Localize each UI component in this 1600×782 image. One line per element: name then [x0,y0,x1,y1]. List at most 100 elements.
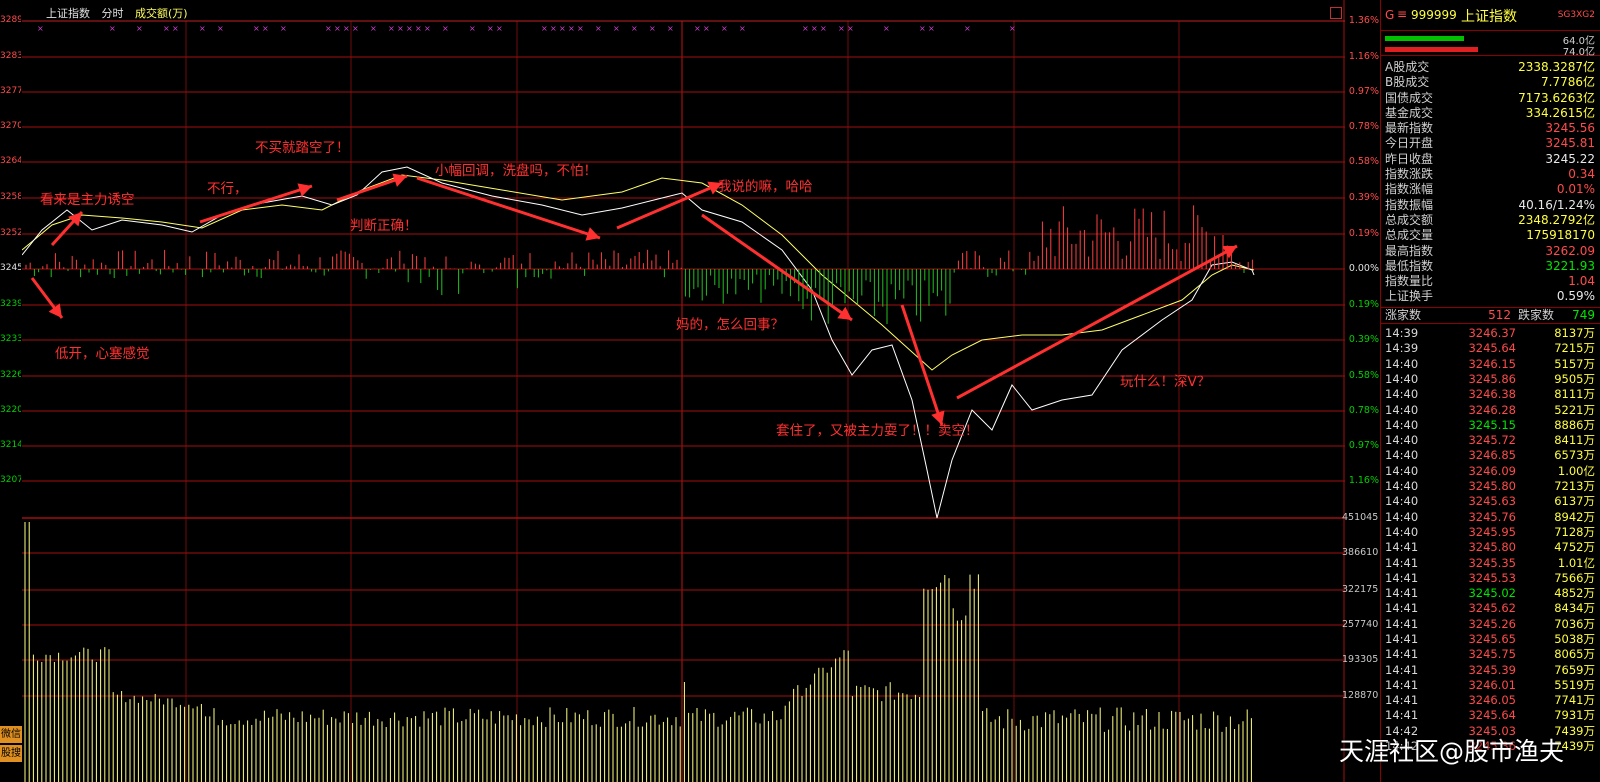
signal-marker: × [649,24,656,33]
signal-marker: × [406,24,413,33]
tick-list[interactable]: 14:39 3246.37 8137万 14:39 3245.64 7215万 14:40 3… [1381,324,1600,754]
tick-row: 14:41 3246.05 7741万 [1381,693,1600,708]
annotation-pullback: 小幅回调，洗盘吗，不怕！ [435,163,597,179]
menu-icon[interactable]: ≡ [1397,7,1408,21]
signal-marker: × [550,24,557,33]
tick-row: 14:40 3245.63 6137万 [1381,494,1600,509]
tick-row: 14:41 3245.02 4852万 [1381,586,1600,601]
annotation-arrowhead [297,183,312,197]
tick-time: 14:41 [1385,708,1419,723]
annotation-arrow [616,181,723,230]
stat-row: 最高指数 3262.09 [1381,244,1600,259]
tick-price: 3245.53 [1468,570,1516,585]
annotation-arrow [199,184,313,224]
annotation-deep-v: 玩什么！深V？ [1120,374,1211,390]
tick-price: 3246.01 [1468,677,1516,692]
tick-time: 14:40 [1385,433,1419,448]
signal-marker: × [577,24,584,33]
tick-volume: 4752万 [1554,540,1595,555]
tick-price: 3245.02 [1468,586,1516,601]
tick-price: 3245.86 [1468,371,1516,386]
signal-marker: × [739,24,746,33]
price-axis-label: 3220 [0,405,21,415]
tick-time: 14:41 [1385,555,1419,570]
stat-label: 最新指数 [1385,121,1434,136]
stat-row: 指数涨跌 0.34 [1381,167,1600,182]
volume-axis-label: 193305 [1342,654,1379,665]
pct-axis-label: 0.97% [1348,86,1379,97]
tick-price: 3246.37 [1468,326,1516,341]
wechat-button[interactable]: 微信 [0,726,22,743]
signal-marker: × [370,24,377,33]
tick-row: 14:40 3245.15 8886万 [1381,418,1600,433]
tick-row: 14:41 3245.64 7931万 [1381,708,1600,723]
price-axis-label: 3245 [0,263,21,273]
tick-time: 14:39 [1385,326,1419,341]
volume-label[interactable]: 成交额(万) [135,7,188,20]
stat-label: 最低指数 [1385,258,1434,273]
pct-axis-label: 0.39% [1348,192,1379,203]
tick-time: 14:40 [1385,524,1419,539]
tick-time: 14:41 [1385,662,1419,677]
tick-volume: 6137万 [1554,494,1595,509]
tick-volume: 8942万 [1554,509,1595,524]
intraday-chart[interactable]: × × × × × × × × × × × × × × × × × × × × × × × × × × × × × × × × × × × × × × × ×… [22,0,1345,782]
tick-row: 14:41 3245.26 7036万 [1381,617,1600,632]
signal-marker: × [334,24,341,33]
tick-time: 14:40 [1385,417,1419,432]
mode-label[interactable]: 分时 [101,7,124,20]
stat-label: 今日开盘 [1385,136,1434,151]
tick-price: 3245.80 [1468,479,1516,494]
signal-marker: × [136,24,143,33]
tick-price: 3245.63 [1468,494,1516,509]
stat-value: 3245.81 [1545,136,1595,151]
stat-label: 总成交量 [1385,228,1434,243]
annotation-correct: 判断正确！ [350,218,418,234]
tick-time: 14:41 [1385,586,1419,601]
tick-volume: 7215万 [1554,341,1595,356]
pct-axis-label: 1.16% [1348,51,1379,62]
stat-label: 总成交额 [1385,212,1434,227]
bar1-fill [1385,36,1465,41]
bar2-value: 74.0亿 [1562,47,1595,58]
tick-volume: 1.00亿 [1557,463,1595,478]
tick-price: 3245.95 [1468,524,1516,539]
tick-price: 3245.64 [1468,708,1516,723]
signal-marker: × [487,24,494,33]
index-title: 上证指数 [46,7,90,20]
tick-volume: 5519万 [1554,677,1595,692]
stat-label: B股成交 [1385,75,1430,90]
price-axis-label: 3289 [0,15,21,25]
bar2-fill [1385,47,1478,52]
tick-price: 3245.15 [1468,417,1516,432]
tick-time: 14:41 [1385,616,1419,631]
signal-marker: × [703,24,710,33]
stat-value: 0.59% [1556,289,1595,304]
stat-value: 3245.56 [1545,121,1595,136]
annotation-arrowhead [837,306,852,320]
stat-value: 3245.22 [1545,151,1595,166]
chart-canvas[interactable]: × × × × × × × × × × × × × × × × × × × × × × × × × × × × × × × × × × × × × × × ×… [22,0,1345,782]
volume-axis-label: 128870 [1342,690,1379,701]
signal-marker: × [397,24,404,33]
annotation-what: 妈的，怎么回事？ [676,317,784,333]
chart-header: 上证指数 分时 成交额(万) [46,5,196,21]
price-axis-label: 3214 [0,440,21,450]
signal-marker: × [613,24,620,33]
stock-search-button[interactable]: 股搜 [0,745,22,762]
tick-volume: 8886万 [1554,417,1595,432]
tick-volume: 6573万 [1554,448,1595,463]
signal-marker: × [253,24,260,33]
tick-volume: 5038万 [1554,631,1595,646]
annotation-arrowhead [585,227,600,241]
restore-icon[interactable] [1330,7,1342,19]
tick-row: 14:40 3246.28 5221万 [1381,403,1600,418]
annotation-told-you: 我说的嘛，哈哈 [718,179,813,195]
quote-side-panel: G ≡ 999999 上证指数 SG3XG2 64.0亿 74.0亿 A股成交 2… [1380,0,1600,782]
stat-row: 指数涨幅 0.01% [1381,182,1600,197]
pct-axis-label: 1.16% [1348,475,1379,486]
price-axis-label: 3264 [0,156,21,166]
signal-marker: × [262,24,269,33]
tick-time: 14:41 [1385,540,1419,555]
signal-marker: × [442,24,449,33]
